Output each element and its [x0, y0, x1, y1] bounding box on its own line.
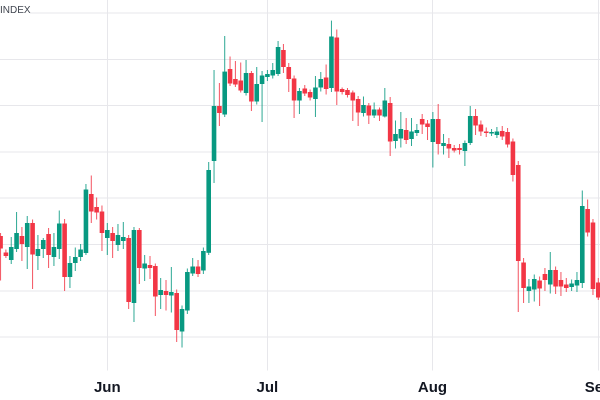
svg-text:Sep: Sep — [585, 379, 600, 396]
svg-text:Jun: Jun — [94, 379, 121, 396]
svg-text:Aug: Aug — [418, 379, 447, 396]
svg-text:Jul: Jul — [257, 379, 279, 396]
svg-text:INDEX: INDEX — [0, 5, 31, 16]
